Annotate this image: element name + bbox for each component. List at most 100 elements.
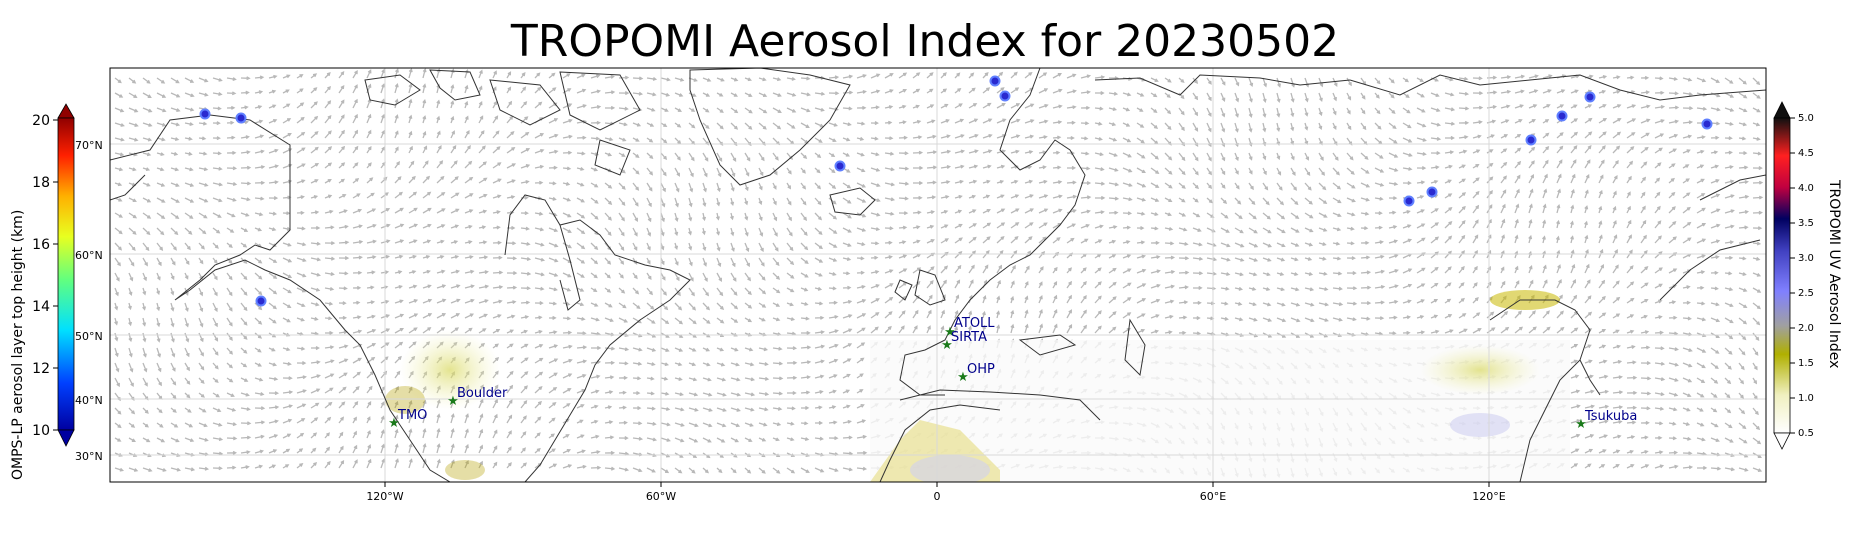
wind-arrow (156, 302, 161, 312)
wind-arrow (184, 332, 190, 343)
wind-arrow (1710, 437, 1720, 443)
wind-arrow (800, 467, 810, 473)
wind-arrow (1738, 437, 1748, 444)
wind-arrow (1150, 212, 1159, 217)
wind-arrow (1724, 150, 1733, 155)
wind-arrow (1318, 212, 1328, 218)
wind-arrow (198, 167, 209, 172)
wind-arrow (156, 347, 162, 358)
wind-arrow (114, 212, 123, 218)
wind-arrow (1010, 264, 1016, 274)
wind-arrow (1150, 298, 1161, 304)
wind-arrow (618, 390, 627, 395)
wind-arrow (170, 407, 177, 413)
wind-arrow (352, 444, 358, 454)
wind-arrow (1514, 203, 1520, 214)
wind-arrow (1430, 236, 1440, 244)
wind-arrow (982, 324, 987, 334)
wind-arrow (674, 212, 679, 222)
wind-arrow (1654, 330, 1664, 335)
wind-arrow (1052, 294, 1058, 304)
wind-arrow (1598, 205, 1603, 214)
wind-arrow (114, 422, 122, 429)
wind-arrow (716, 152, 723, 163)
wind-arrow (1178, 300, 1189, 305)
wind-arrow (800, 212, 808, 221)
wind-arrow (324, 256, 336, 261)
wind-arrow (1430, 92, 1440, 98)
wind-arrow (618, 227, 625, 237)
wind-arrow (1528, 219, 1533, 229)
wind-arrow (1080, 209, 1091, 214)
wind-arrow (282, 317, 291, 323)
wind-arrow (1640, 75, 1650, 80)
wind-arrow (1262, 272, 1271, 277)
wind-arrow (170, 242, 177, 251)
wind-arrow (1066, 180, 1077, 185)
wind-arrow (506, 71, 512, 79)
wind-arrow (632, 302, 641, 310)
wind-arrow (940, 180, 951, 185)
wind-arrow (1332, 107, 1337, 116)
wind-arrow (226, 332, 233, 342)
wind-arrow (506, 329, 515, 334)
wind-arrow (1220, 212, 1229, 219)
wind-arrow (226, 392, 235, 398)
wind-arrow (408, 160, 415, 169)
wind-arrow (128, 467, 139, 472)
wind-arrow (1080, 195, 1092, 200)
wind-arrow (1654, 450, 1664, 455)
wind-arrow (660, 122, 668, 128)
wind-arrow (1528, 310, 1536, 319)
wind-arrow (1095, 91, 1105, 96)
wind-arrow (1038, 323, 1044, 334)
wind-arrow (1640, 118, 1651, 124)
wind-arrow (366, 162, 372, 169)
wind-arrow (884, 226, 894, 231)
wind-arrow (1360, 285, 1372, 290)
wind-arrow (926, 309, 932, 319)
wind-arrow (366, 223, 377, 229)
wind-arrow (1234, 212, 1243, 220)
wind-arrow (464, 130, 470, 139)
wind-arrow (632, 376, 642, 381)
wind-arrow (702, 317, 711, 324)
wind-arrow (1570, 235, 1575, 244)
wind-arrow (1416, 107, 1426, 113)
wind-arrow (1066, 73, 1077, 79)
wind-arrow (842, 197, 852, 204)
wind-arrow (632, 152, 640, 159)
station-star: ★ (447, 394, 459, 409)
right-cb-tick: 2.0 (1798, 323, 1814, 334)
wind-arrow (772, 376, 784, 381)
wind-arrow (730, 212, 734, 221)
wind-arrow (1752, 332, 1760, 341)
wind-arrow (1234, 242, 1245, 248)
wind-arrow (1346, 152, 1354, 161)
wind-arrow (772, 361, 784, 366)
wind-arrow (534, 301, 544, 306)
wind-arrow (1010, 179, 1019, 184)
wind-arrow (408, 191, 418, 199)
wind-arrow (1360, 152, 1369, 160)
wind-arrow (702, 422, 713, 428)
wind-arrow (1724, 377, 1732, 385)
wind-arrow (464, 224, 473, 229)
wind-arrow (1556, 310, 1564, 319)
wind-arrow (352, 459, 358, 469)
wind-arrow (450, 443, 455, 454)
wind-arrow (436, 130, 441, 139)
wind-arrow (1640, 449, 1649, 454)
wind-arrow (618, 436, 629, 441)
wind-arrow (1164, 269, 1176, 275)
wind-arrow (786, 212, 792, 222)
wind-arrow (590, 450, 601, 455)
wind-arrow (198, 287, 204, 297)
wind-arrow (632, 272, 638, 280)
wind-arrow (800, 390, 811, 395)
wind-arrow (198, 392, 205, 398)
wind-arrow (394, 341, 404, 349)
wind-arrow (1542, 104, 1551, 109)
wind-arrow (338, 224, 349, 229)
wind-arrow (1080, 105, 1091, 110)
